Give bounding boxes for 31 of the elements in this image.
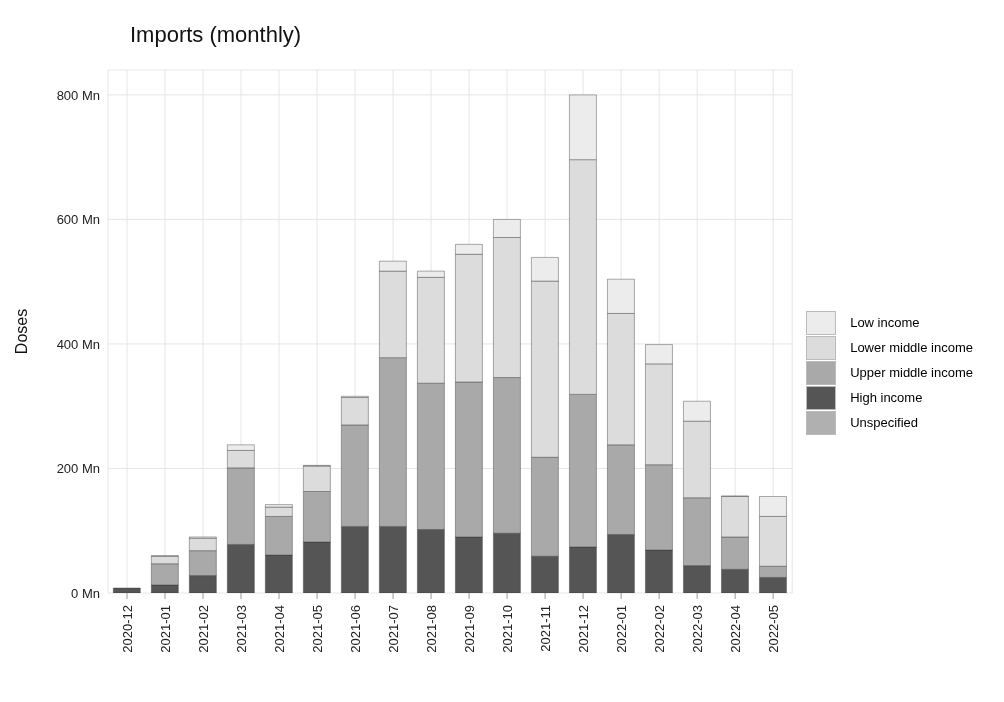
x-tick-label: 2022-02 (652, 605, 668, 653)
x-tick-label: 2021-12 (576, 605, 592, 653)
x-tick-label: 2021-08 (424, 605, 440, 653)
y-tick-label: 400 Mn (56, 336, 100, 352)
x-tick-label: 2022-04 (728, 605, 744, 653)
x-tick-label: 2021-05 (310, 605, 326, 653)
x-tick-label: 2021-06 (348, 605, 364, 653)
y-axis-title: Doses (12, 308, 30, 355)
bar (113, 587, 141, 593)
x-tick-label: 2022-01 (614, 605, 630, 653)
y-tick-label: 0 Mn (71, 585, 100, 601)
legend-label: Low income (850, 315, 920, 330)
x-tick-label: 2020-12 (120, 605, 136, 653)
x-tick-label: 2021-03 (234, 605, 250, 653)
y-tick-label: 200 Mn (56, 461, 100, 477)
x-tick-label: 2022-03 (690, 605, 706, 653)
x-tick-label: 2021-11 (538, 605, 554, 652)
legend-label: High income (850, 390, 923, 405)
x-tick-label: 2021-10 (500, 605, 516, 653)
y-tick-label: 600 Mn (56, 212, 100, 228)
x-tick-label: 2021-01 (158, 605, 174, 653)
legend-label: Upper middle income (850, 365, 973, 380)
legend-label: Unspecified (850, 415, 919, 430)
x-tick-label: 2021-04 (272, 605, 288, 653)
x-tick-label: 2021-09 (462, 605, 478, 653)
chart-title: Imports (monthly) (130, 22, 302, 48)
x-tick-label: 2021-02 (196, 605, 212, 653)
x-tick-label: 2021-07 (386, 605, 402, 653)
legend-label: Lower middle income (850, 340, 973, 355)
y-tick-label: 800 Mn (56, 87, 100, 103)
x-tick-label: 2022-05 (766, 605, 782, 653)
